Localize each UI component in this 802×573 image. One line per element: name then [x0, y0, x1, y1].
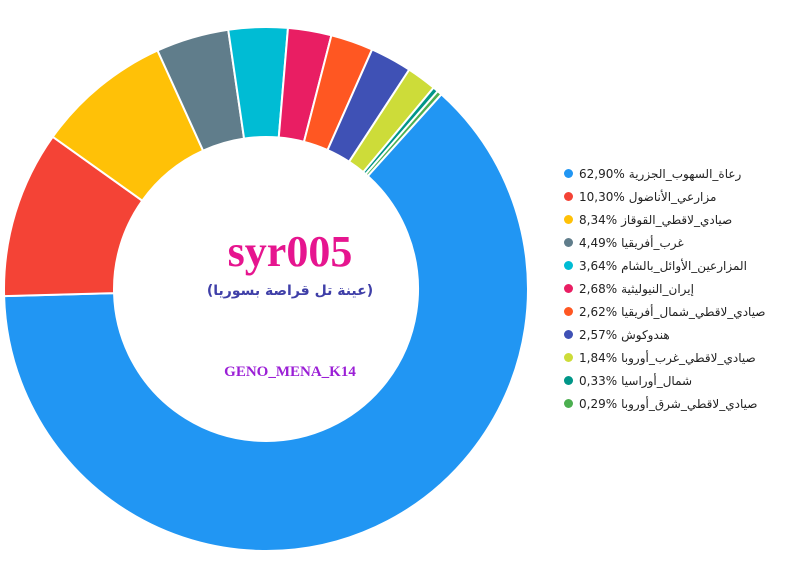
- legend-value: 0,33%: [579, 373, 618, 388]
- legend-item-4[interactable]: 3,64% المزارعين_الأوائل_بالشام: [560, 254, 800, 277]
- chart-center-subtitle: (عينة تل قراصة بسوريا): [206, 283, 374, 299]
- legend-marker: [564, 238, 573, 247]
- legend-value: 4,49%: [579, 235, 618, 250]
- donut-slice-0[interactable]: [3, 92, 529, 552]
- legend-value: 10,30%: [579, 189, 625, 204]
- legend-value: 1,84%: [579, 350, 618, 365]
- legend-label: رعاة_السهوب_الجزرية: [628, 166, 742, 181]
- legend-item-10[interactable]: 0,29% صيادي_لاقطي_شرق_أوروبا: [560, 392, 800, 415]
- legend-label: شمال_أوراسيا: [621, 373, 693, 388]
- legend-value: 2,62%: [579, 304, 618, 319]
- legend-item-5[interactable]: 2,68% إيران_النيوليثية: [560, 277, 800, 300]
- legend-marker: [564, 307, 573, 316]
- legend-value: 8,34%: [579, 212, 618, 227]
- legend-label: هندوكوش: [621, 327, 670, 342]
- legend-marker: [564, 215, 573, 224]
- legend-marker: [564, 261, 573, 270]
- legend-marker: [564, 376, 573, 385]
- legend-label: مزارعي_الأناضول: [628, 189, 717, 204]
- legend-item-0[interactable]: 62,90% رعاة_السهوب_الجزرية: [560, 162, 800, 185]
- legend-marker: [564, 353, 573, 362]
- legend-item-8[interactable]: 1,84% صيادي_لاقطي_غرب_أوروبا: [560, 346, 800, 369]
- legend-label: غرب_أفريقيا: [621, 235, 684, 250]
- legend-label: صيادي_لاقطي_شرق_أوروبا: [621, 396, 758, 411]
- chart-center-title: syr005: [227, 227, 353, 276]
- legend-item-3[interactable]: 4,49% غرب_أفريقيا: [560, 231, 800, 254]
- legend-marker: [564, 192, 573, 201]
- legend-marker: [564, 399, 573, 408]
- legend-item-2[interactable]: 8,34% صيادي_لاقطي_القوقاز: [560, 208, 800, 231]
- legend-item-6[interactable]: 2,62% صيادي_لاقطي_شمال_أفريقيا: [560, 300, 800, 323]
- legend-value: 3,64%: [579, 258, 618, 273]
- legend-label: صيادي_لاقطي_القوقاز: [621, 212, 733, 227]
- legend-item-9[interactable]: 0,33% شمال_أوراسيا: [560, 369, 800, 392]
- legend-label: صيادي_لاقطي_غرب_أوروبا: [621, 350, 756, 365]
- donut-slice-10[interactable]: [364, 89, 443, 178]
- legend-item-7[interactable]: 2,57% هندوكوش: [560, 323, 800, 346]
- legend-marker: [564, 330, 573, 339]
- legend-label: صيادي_لاقطي_شمال_أفريقيا: [621, 304, 766, 319]
- chart-legend: 62,90% رعاة_السهوب_الجزرية 10,30% مزارعي_ال…: [560, 162, 800, 415]
- legend-item-1[interactable]: 10,30% مزارعي_الأناضول: [560, 185, 800, 208]
- legend-marker: [564, 284, 573, 293]
- legend-label: المزارعين_الأوائل_بالشام: [621, 258, 747, 273]
- legend-value: 2,68%: [579, 281, 618, 296]
- legend-value: 0,29%: [579, 396, 618, 411]
- legend-label: إيران_النيوليثية: [621, 281, 694, 296]
- legend-value: 62,90%: [579, 166, 625, 181]
- chart-center-caption: GENO_MENA_K14: [224, 364, 356, 380]
- legend-value: 2,57%: [579, 327, 618, 342]
- legend-marker: [564, 169, 573, 178]
